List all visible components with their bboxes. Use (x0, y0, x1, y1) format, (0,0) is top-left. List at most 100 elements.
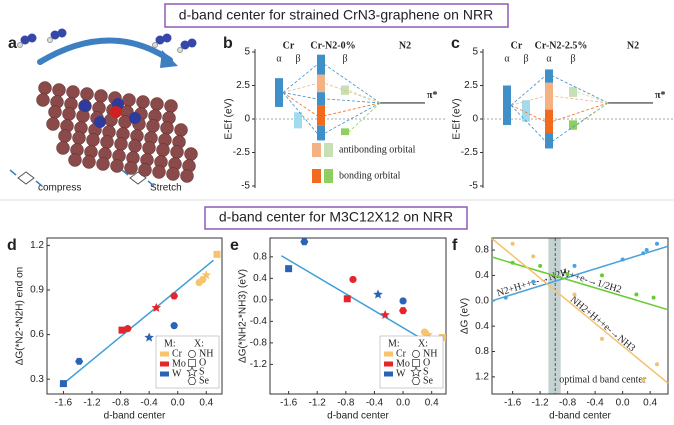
caption: Stretch (150, 183, 182, 194)
legend-label: S (199, 366, 205, 377)
energy-band (317, 105, 325, 126)
energy-band (294, 112, 302, 129)
legend-swatch (384, 371, 393, 377)
y-tick-label: -0.8 (250, 338, 268, 349)
legend-label: O (423, 357, 430, 368)
energy-band (545, 82, 553, 110)
x-tick-label: -1.6 (504, 398, 522, 409)
spin-label: α (546, 53, 552, 64)
energy-band (569, 120, 577, 130)
y-tick-label: 5 (472, 47, 478, 58)
connector (510, 95, 546, 106)
point (510, 241, 515, 246)
x-tick-label: -1.6 (280, 398, 298, 409)
energy-band (275, 78, 283, 107)
panel-a: a compress Stretch (8, 28, 198, 194)
molecule (57, 28, 67, 38)
legend-label: Se (199, 375, 210, 386)
x-tick-label: -1.6 (55, 398, 73, 409)
connector (282, 64, 318, 93)
legend-swatch (384, 351, 393, 357)
column-header: Cr (283, 40, 295, 51)
atom (36, 93, 50, 107)
atom (138, 163, 152, 177)
y-axis-label: ΔG(*NH2-*NH3) (eV) (238, 269, 249, 363)
legend-label: NH (199, 348, 213, 359)
y-tick-label: -2.5 (233, 147, 251, 158)
strain-icon (129, 171, 147, 185)
cr-atom (110, 106, 122, 118)
legend-label: W (396, 368, 406, 379)
atom (152, 165, 166, 179)
y-tick-label: -5 (469, 181, 478, 192)
atom (114, 137, 128, 151)
panel-label: b (223, 35, 233, 52)
x-tick-label: 0.4 (643, 398, 657, 409)
connector (348, 102, 381, 133)
y-axis-label: ΔG(*N2-*N2H) end on (15, 267, 26, 365)
point (380, 309, 390, 319)
plot-frame (46, 237, 223, 395)
plot-frame (491, 237, 669, 395)
spin-label: α (276, 53, 282, 64)
strain-arrow (121, 169, 129, 176)
legend-label: antibonding orbital (339, 144, 416, 155)
column-header: Cr (511, 40, 523, 51)
spin-label: β (523, 53, 528, 64)
atom (142, 141, 156, 155)
annotation: optimal d band center (559, 374, 647, 385)
x-axis-label: d-band center (104, 411, 166, 422)
plot-frame (269, 237, 447, 395)
point (118, 326, 126, 334)
y-tick-label: 0.8 (475, 346, 489, 357)
x-tick-label: -0.8 (112, 398, 130, 409)
x-tick-label: -0.8 (337, 398, 355, 409)
legend-label: Cr (396, 348, 407, 359)
y-tick-label: 0.4 (475, 270, 489, 281)
banner-frame (204, 206, 468, 230)
energy-band (545, 133, 553, 149)
atom (124, 161, 138, 175)
y-tick-label: 1.2 (30, 240, 44, 251)
atom (100, 135, 114, 149)
point (201, 270, 212, 280)
legend-label: bonding orbital (339, 170, 401, 181)
connector (282, 83, 318, 93)
energy-band (569, 86, 577, 97)
x-tick-label: -1.2 (309, 398, 327, 409)
point (144, 332, 154, 342)
legend-swatch (160, 371, 169, 377)
legend-marker (187, 377, 197, 385)
legend-swatch (324, 169, 333, 183)
molecule (17, 42, 23, 48)
legend-label: Cr (172, 348, 183, 359)
atom (122, 93, 136, 107)
molecule (50, 30, 60, 40)
point (641, 251, 646, 256)
point (565, 272, 570, 277)
molecule (177, 47, 183, 53)
atom (128, 139, 142, 153)
point (641, 378, 646, 383)
point (124, 325, 132, 333)
y-tick-label: -5 (241, 181, 250, 192)
point (343, 295, 351, 303)
spin-label: β (295, 53, 300, 64)
connector (324, 102, 381, 134)
connector (348, 89, 381, 104)
spin-label: β (342, 53, 347, 64)
y-tick-label: 0 (472, 114, 478, 125)
legend-marker (412, 350, 420, 358)
point (151, 302, 162, 312)
y-tick-label: 1.2 (475, 372, 489, 383)
legend-swatch (160, 351, 169, 357)
point (651, 295, 656, 300)
atom (56, 141, 70, 155)
connector (324, 102, 381, 117)
y-tick-label: 2.5 (236, 80, 250, 91)
y-tick-label: -0.4 (250, 316, 268, 327)
atom (80, 87, 94, 101)
atom (86, 133, 100, 147)
point (170, 322, 178, 330)
